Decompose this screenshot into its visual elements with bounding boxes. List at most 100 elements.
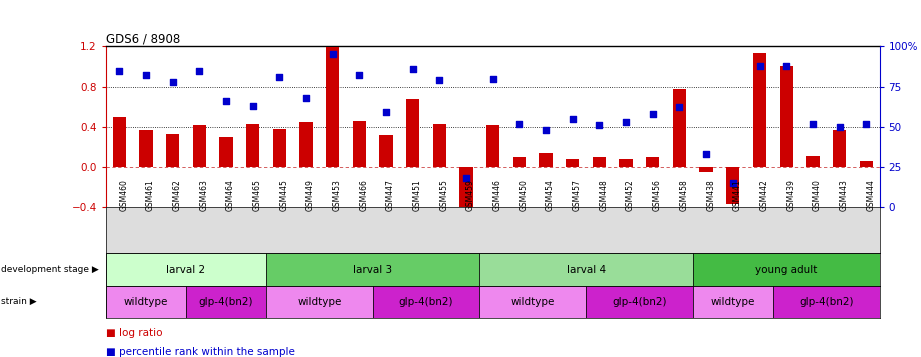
Point [352,72,367,78]
Text: GSM456: GSM456 [653,179,662,211]
Text: glp-4(bn2): glp-4(bn2) [199,297,253,307]
Text: ■ percentile rank within the sample: ■ percentile rank within the sample [106,347,295,357]
Bar [647,157,659,167]
Text: GSM441: GSM441 [733,179,741,211]
Bar [620,159,633,167]
Text: wildtype: wildtype [123,297,169,307]
Bar [699,167,713,172]
Bar [433,124,446,167]
Point [619,119,634,125]
Bar [246,124,260,167]
Text: GDS6 / 8908: GDS6 / 8908 [106,32,181,45]
Bar [566,159,579,167]
Bar [486,125,499,167]
Text: larval 2: larval 2 [167,265,205,275]
Point [432,77,447,83]
Text: GSM447: GSM447 [386,179,395,211]
Bar [540,153,553,167]
Point [245,103,260,109]
Point [379,109,393,115]
Bar [480,286,586,318]
Text: GSM440: GSM440 [813,179,822,211]
Bar [673,89,686,167]
Bar [106,253,266,286]
Bar [326,47,339,167]
Bar [833,130,846,167]
Text: GSM445: GSM445 [279,179,288,211]
Bar [693,286,773,318]
Point [192,68,206,74]
Text: GSM448: GSM448 [600,179,609,211]
Bar [726,167,740,204]
Bar [513,157,526,167]
Point [485,76,500,81]
Bar [192,125,206,167]
Point [138,72,153,78]
Bar [373,286,480,318]
Text: GSM464: GSM464 [226,179,235,211]
Bar [273,129,286,167]
Point [672,105,687,110]
Bar [266,286,373,318]
Bar [219,137,233,167]
Point [859,121,874,126]
Text: GSM463: GSM463 [199,179,208,211]
Point [592,122,607,128]
Point [699,151,714,157]
Bar [752,54,766,167]
Bar [106,286,186,318]
Bar [859,161,873,167]
Text: wildtype: wildtype [297,297,342,307]
Point [726,180,740,186]
Point [752,63,767,69]
Point [646,111,660,117]
Text: ■ log ratio: ■ log ratio [106,328,162,338]
Bar [806,156,820,167]
Bar [773,286,880,318]
Bar [166,134,180,167]
Text: larval 3: larval 3 [353,265,392,275]
Point [512,121,527,126]
Bar [186,286,266,318]
Text: GSM452: GSM452 [626,179,635,211]
Text: GSM444: GSM444 [867,179,875,211]
Point [111,68,126,74]
Point [539,127,554,133]
Text: GSM446: GSM446 [493,179,502,211]
Point [565,116,580,121]
Bar [406,99,419,167]
Point [806,121,821,126]
Bar [460,167,472,217]
Point [833,124,847,130]
Point [325,51,340,57]
Point [298,95,313,101]
Text: GSM443: GSM443 [840,179,848,211]
Text: GSM439: GSM439 [787,179,795,211]
Text: GSM438: GSM438 [706,179,715,211]
Text: GSM459: GSM459 [466,179,475,211]
Text: GSM458: GSM458 [680,179,689,211]
Bar [693,253,880,286]
Point [779,63,794,69]
Text: GSM442: GSM442 [760,179,768,211]
Point [165,79,180,85]
Text: GSM451: GSM451 [413,179,422,211]
Text: GSM461: GSM461 [146,179,155,211]
Bar [779,66,793,167]
Text: glp-4(bn2): glp-4(bn2) [399,297,453,307]
Point [218,98,233,104]
Bar [586,286,693,318]
Bar [593,157,606,167]
Text: glp-4(bn2): glp-4(bn2) [612,297,667,307]
Text: GSM453: GSM453 [332,179,342,211]
Bar [299,122,312,167]
Point [272,74,286,80]
Text: GSM457: GSM457 [573,179,582,211]
Bar [139,130,153,167]
Text: young adult: young adult [755,265,817,275]
Point [405,66,420,72]
Bar [112,117,126,167]
Text: GSM455: GSM455 [439,179,449,211]
Text: GSM449: GSM449 [306,179,315,211]
Text: GSM450: GSM450 [519,179,529,211]
